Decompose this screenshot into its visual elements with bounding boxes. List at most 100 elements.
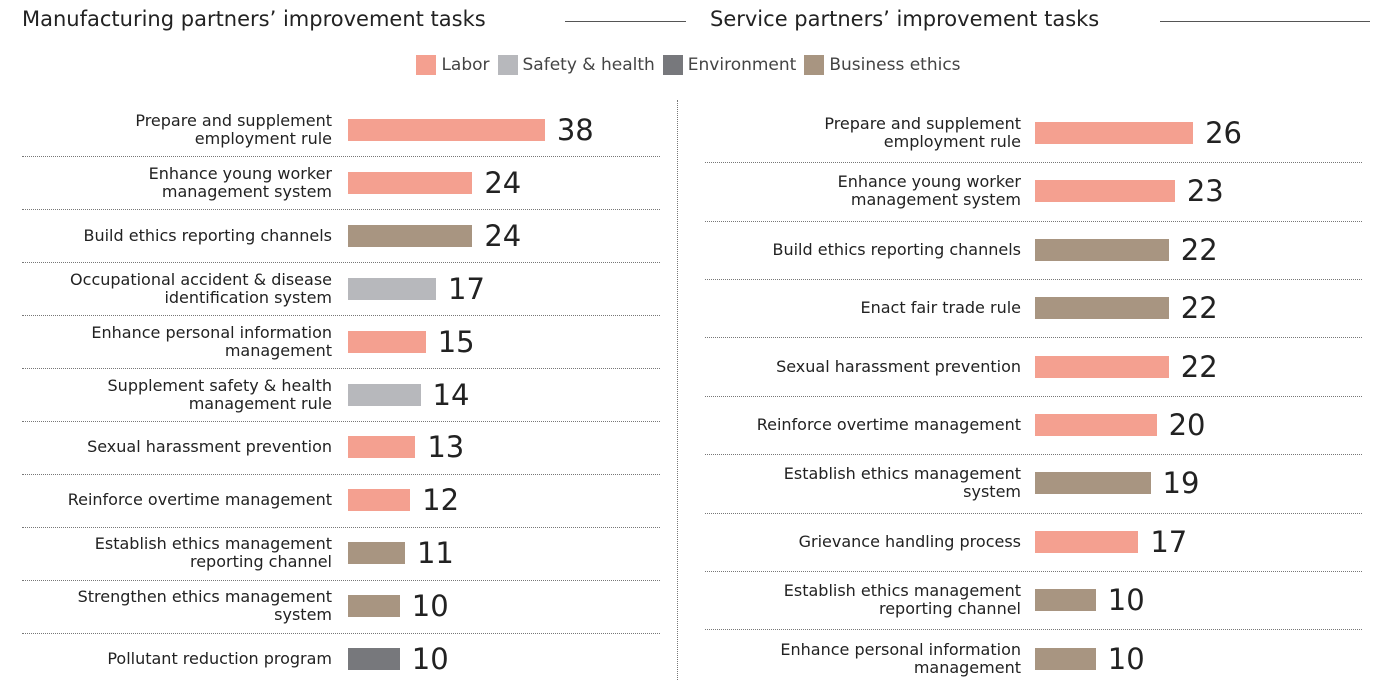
bar [1035, 414, 1157, 436]
category-label: Establish ethics management system [783, 464, 1021, 502]
bar [1035, 180, 1175, 203]
value-label: 12 [422, 483, 460, 518]
legend: Labor Safety & health Environment Business … [0, 55, 1377, 75]
category-label: Reinforce overtime management [756, 415, 1021, 434]
legend-label: Labor [441, 55, 490, 75]
value-label: 22 [1180, 232, 1218, 267]
category-label: Establish ethics management reporting ch… [783, 581, 1021, 619]
value-label: 10 [411, 642, 449, 676]
row-separator [22, 420, 660, 422]
row-separator [705, 395, 1362, 397]
legend-label: Environment [687, 55, 797, 75]
category-label: Enact fair trade rule [860, 298, 1021, 318]
category-label: Grievance handling process [798, 531, 1021, 551]
category-label: Enhance young worker management system [837, 172, 1021, 210]
category-label: Occupational accident & disease identifi… [70, 269, 332, 307]
divider [677, 100, 678, 680]
bar [348, 542, 405, 565]
title-rule [565, 21, 686, 22]
legend-label: Business ethics [829, 55, 961, 75]
value-label: 22 [1180, 291, 1218, 326]
legend-item: Safety & health [497, 55, 655, 75]
bar [1035, 297, 1169, 320]
legend-swatch [662, 55, 683, 75]
row-separator [705, 571, 1362, 572]
row-separator [705, 279, 1362, 280]
title-rule [1160, 21, 1370, 22]
row-separator [22, 579, 660, 581]
value-label: 14 [432, 377, 470, 412]
category-label: Supplement safety & health management ru… [107, 375, 332, 413]
value-label: 23 [1186, 174, 1224, 209]
bar [348, 277, 437, 300]
value-label: 24 [484, 165, 522, 200]
category-label: Enhance personal information management [780, 639, 1021, 677]
value-label: 20 [1168, 408, 1206, 442]
row-separator [705, 629, 1362, 631]
bar [348, 648, 400, 670]
row-separator [705, 220, 1362, 222]
bar [1035, 530, 1139, 553]
value-label: 11 [416, 536, 454, 571]
row-separator [705, 337, 1362, 339]
row-separator [705, 454, 1362, 456]
category-label: Enhance young worker management system [148, 163, 332, 201]
value-label: 26 [1205, 116, 1242, 150]
value-label: 22 [1180, 349, 1218, 384]
category-label: Sexual harassment prevention [776, 356, 1021, 376]
value-label: 10 [1107, 641, 1145, 676]
bar [1035, 647, 1096, 670]
bar [1035, 589, 1096, 612]
category-label: Establish ethics management reporting ch… [94, 534, 332, 572]
row-separator [22, 315, 660, 317]
row-separator [22, 156, 660, 158]
bar [348, 119, 545, 141]
value-label: 24 [484, 218, 522, 253]
bar [348, 383, 421, 406]
legend-swatch [416, 55, 437, 75]
category-label: Sexual harassment prevention [87, 437, 332, 457]
category-label: Enhance personal information management [91, 322, 332, 360]
value-label: 17 [448, 271, 485, 306]
row-separator [22, 368, 660, 370]
bar [348, 224, 473, 247]
value-label: 15 [437, 324, 475, 359]
category-label: Build ethics reporting channels [83, 225, 332, 245]
bar [348, 489, 411, 512]
legend-item: Business ethics [804, 55, 961, 75]
value-label: 10 [1107, 583, 1145, 618]
chart-title: Manufacturing partners’ improvement task… [22, 7, 496, 31]
legend-item: Labor [416, 55, 490, 75]
row-separator [705, 512, 1362, 514]
category-label: Build ethics reporting channels [772, 239, 1021, 259]
category-label: Prepare and supplement employment rule [135, 111, 332, 148]
bar [1035, 122, 1194, 144]
value-label: 10 [411, 589, 449, 624]
row-separator [22, 473, 660, 475]
category-label: Reinforce overtime management [67, 490, 332, 510]
legend-item: Environment [662, 55, 797, 75]
category-label: Pollutant reduction program [107, 649, 332, 668]
bar [348, 330, 426, 353]
row-separator [22, 526, 660, 528]
bar [348, 171, 473, 194]
row-separator [705, 162, 1362, 164]
category-label: Prepare and supplement employment rule [824, 114, 1021, 151]
category-label: Strengthen ethics management system [77, 587, 332, 625]
bar [1035, 355, 1169, 378]
chart-title: Service partners’ improvement tasks [710, 7, 1110, 31]
row-separator [22, 209, 660, 211]
bar [348, 436, 416, 459]
row-separator [22, 262, 660, 264]
bar [348, 595, 400, 618]
value-label: 13 [427, 430, 465, 465]
legend-swatch [804, 55, 825, 75]
value-label: 17 [1150, 524, 1188, 559]
bar [1035, 472, 1151, 495]
legend-label: Safety & health [522, 55, 655, 75]
legend-swatch [497, 55, 518, 75]
value-label: 38 [556, 113, 594, 147]
value-label: 19 [1162, 466, 1200, 501]
row-separator [22, 632, 660, 634]
bar [1035, 238, 1169, 261]
